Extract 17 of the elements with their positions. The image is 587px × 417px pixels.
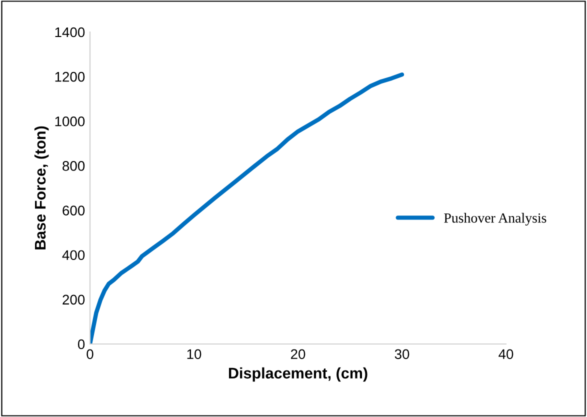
y-tick-label: 200 (62, 294, 85, 305)
y-tick-label: 800 (62, 161, 85, 171)
x-tick-label: 20 (290, 349, 306, 360)
y-tick-label: 1200 (55, 72, 85, 82)
x-tick-label: 40 (498, 349, 514, 360)
y-tick-label: 1000 (55, 116, 85, 126)
x-tick-label: 0 (86, 349, 94, 360)
line-series (90, 72, 404, 344)
legend-label: Pushover Analysis (444, 212, 546, 226)
x-tick-label: 30 (394, 349, 410, 360)
y-tick-label: 0 (78, 339, 85, 350)
y-tick-label: 600 (62, 206, 85, 216)
x-tick-label: 10 (187, 349, 202, 360)
y-tick-label: 1400 (55, 27, 85, 38)
x-axis-title: Displacement, (cm) (228, 367, 368, 382)
y-axis-title: Base Force, (ton) (34, 126, 49, 250)
y-tick-label: 400 (62, 250, 85, 260)
